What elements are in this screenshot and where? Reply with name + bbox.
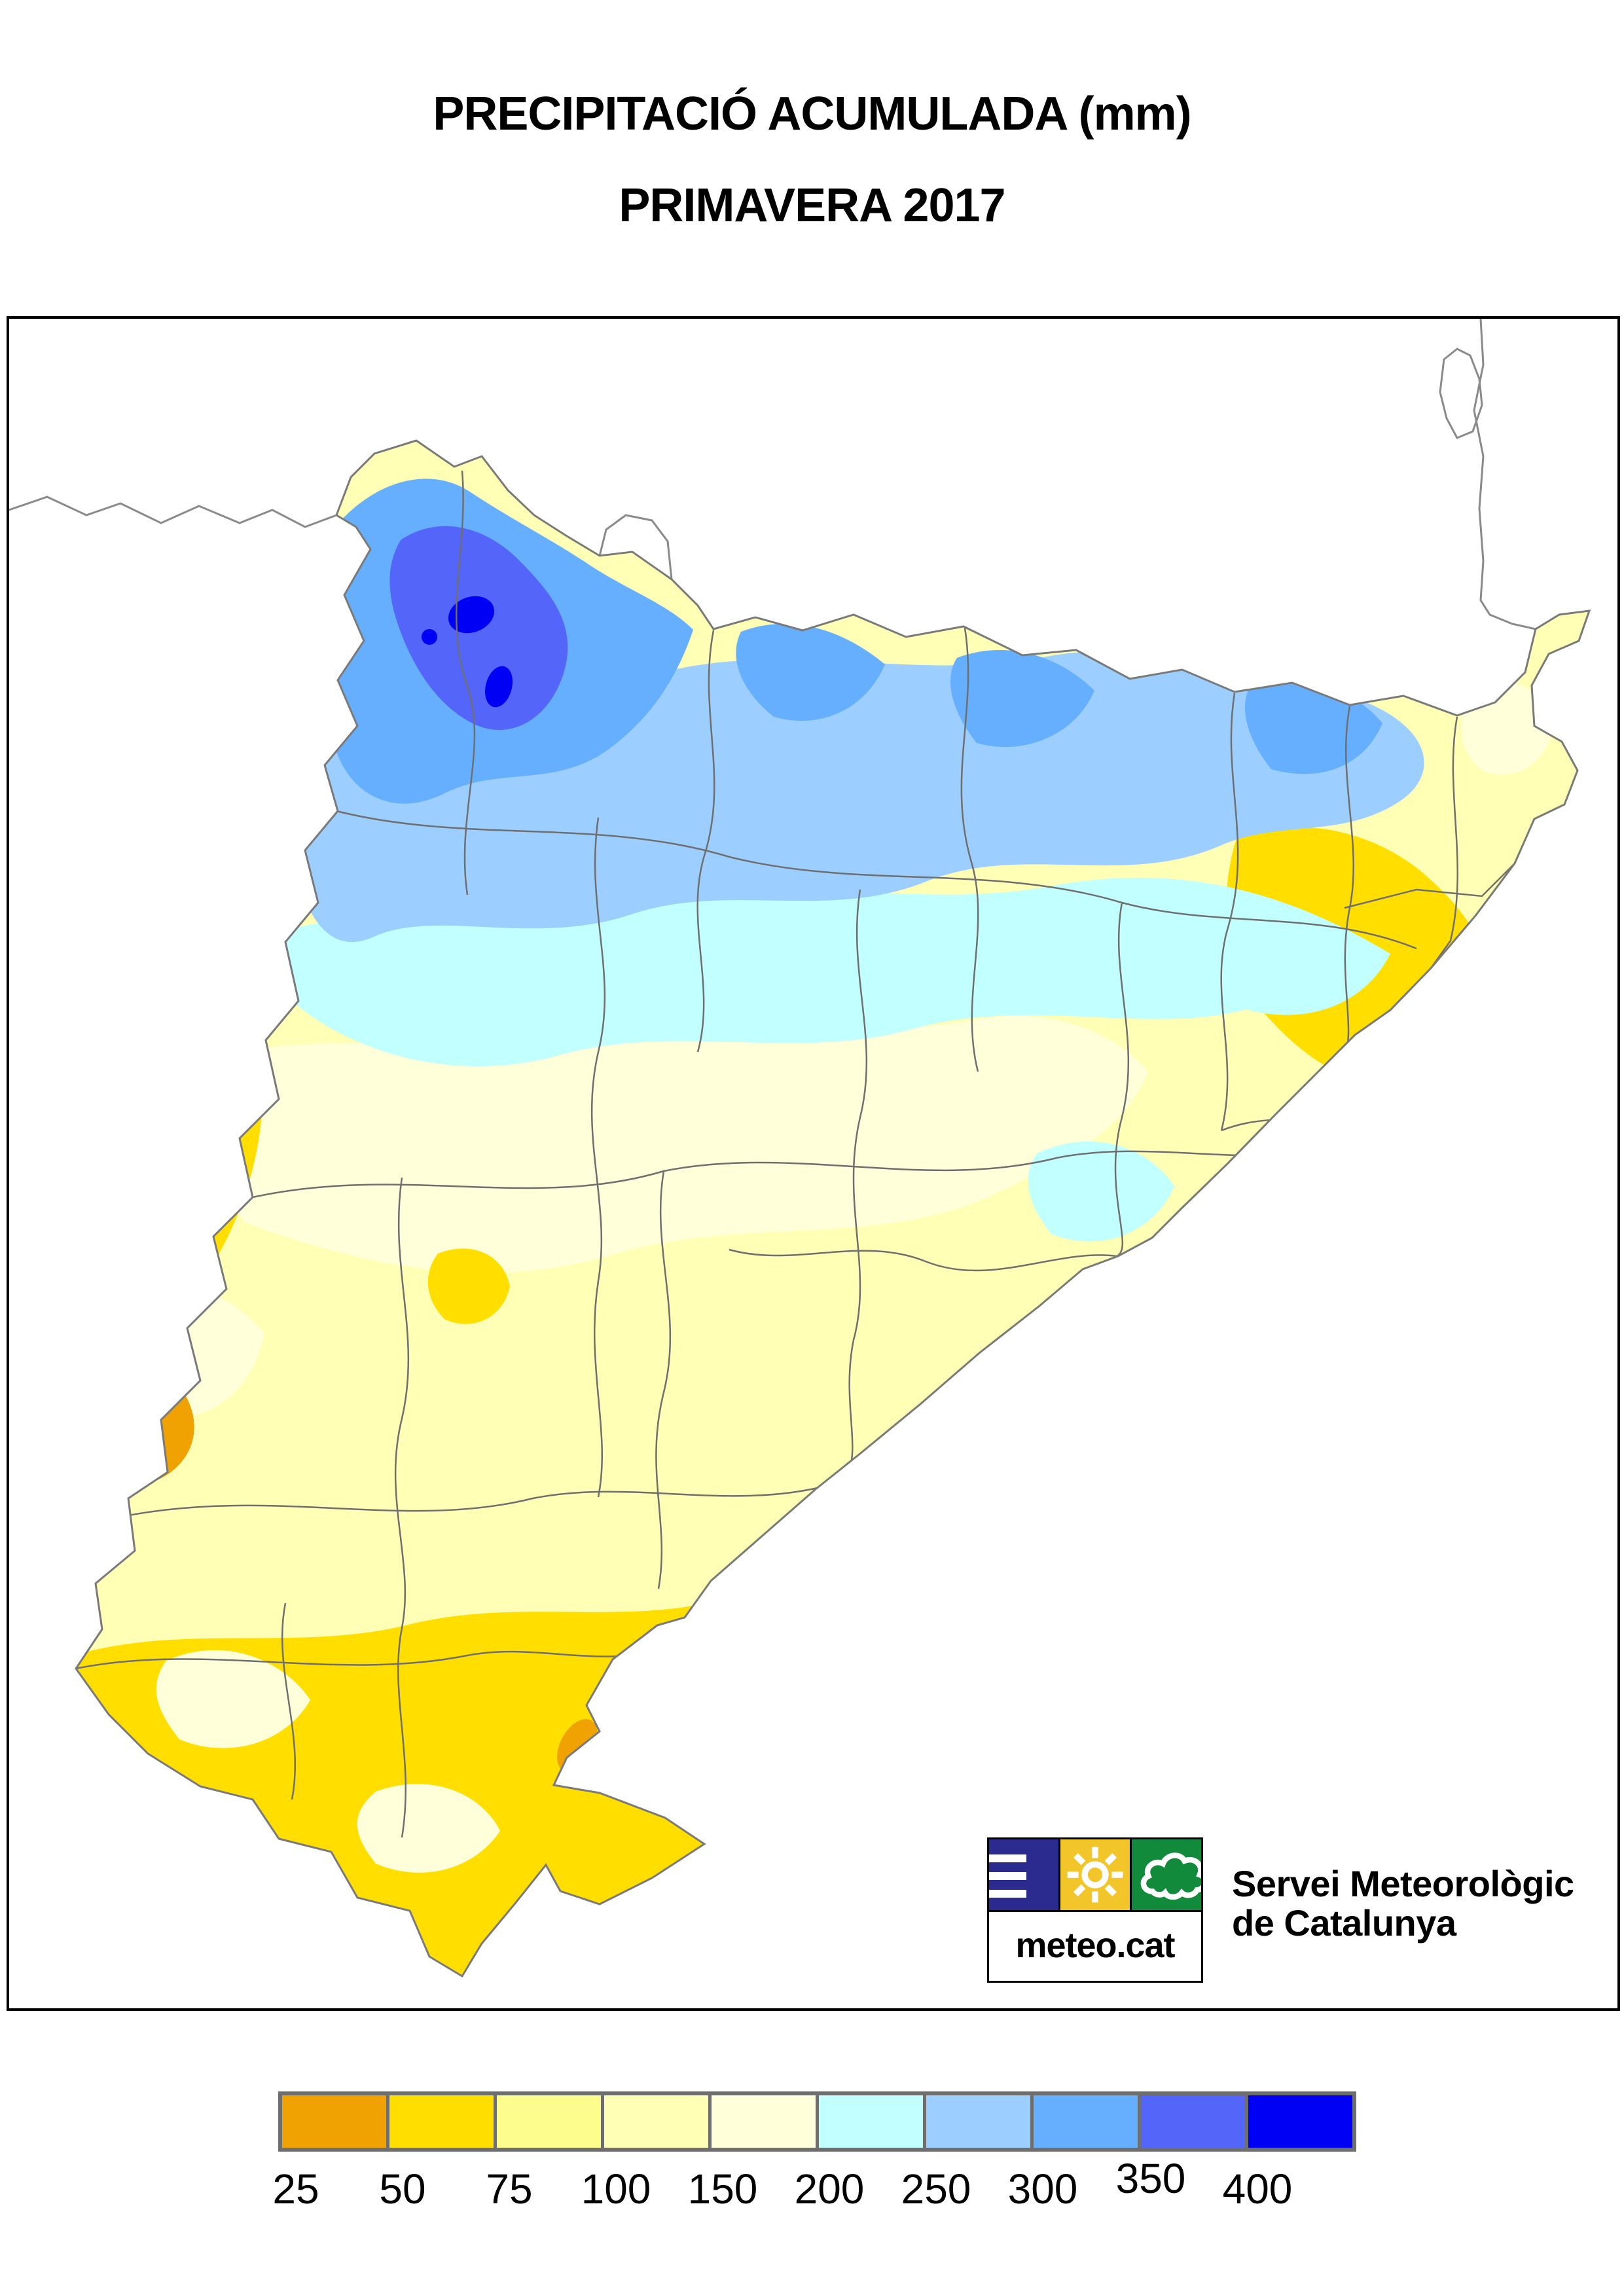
legend-swatch — [923, 2095, 1030, 2148]
legend-value: 350 — [1115, 2155, 1186, 2202]
external-borders — [9, 319, 1536, 630]
precipitation-map — [9, 319, 1591, 1978]
zone-400-plus — [422, 596, 513, 708]
logo-bars-icon — [989, 1839, 1058, 1910]
legend-value: 300 — [1007, 2165, 1078, 2213]
comarca-boundaries — [76, 470, 1515, 1838]
precipitation-legend — [278, 2091, 1356, 2152]
legend-swatch — [1245, 2095, 1352, 2148]
legend-swatch — [282, 2095, 386, 2148]
legend-value: 25 — [272, 2165, 319, 2213]
legend-value: 50 — [379, 2165, 426, 2213]
legend-swatch — [816, 2095, 923, 2148]
legend-swatch — [708, 2095, 816, 2148]
legend-value: 100 — [581, 2165, 651, 2213]
legend-value: 150 — [687, 2165, 758, 2213]
catalonia-outline — [75, 439, 1591, 1978]
legend-swatch — [1030, 2095, 1138, 2148]
map-subtitle-season: PRIMAVERA 2017 — [619, 179, 1005, 232]
org-name: Servei Meteorològic de Catalunya — [1232, 1864, 1574, 1943]
meteocat-wordmark: meteo.cat — [989, 1910, 1201, 1979]
zone-150-200-south-pockets — [156, 1650, 500, 1873]
org-name-line2: de Catalunya — [1232, 1902, 1456, 1943]
legend-value: 75 — [486, 2165, 533, 2213]
coastal-lagoon — [1439, 348, 1483, 439]
legend-value: 200 — [794, 2165, 865, 2213]
sun-icon — [1058, 1839, 1130, 1910]
france-aragon-border — [9, 496, 337, 528]
cloud-icon — [1130, 1839, 1201, 1910]
legend-swatch — [1138, 2095, 1245, 2148]
french-coastline — [1473, 319, 1536, 630]
map-frame — [7, 316, 1620, 2011]
legend-swatch — [601, 2095, 708, 2148]
meteocat-logo: meteo.cat — [987, 1837, 1203, 1983]
legend-value: 400 — [1222, 2165, 1293, 2213]
legend-swatch — [386, 2095, 494, 2148]
legend-swatch — [494, 2095, 601, 2148]
map-title: PRECIPITACIÓ ACUMULADA (mm) — [433, 88, 1191, 140]
legend-value: 250 — [901, 2165, 971, 2213]
org-name-line1: Servei Meteorològic — [1232, 1863, 1574, 1904]
